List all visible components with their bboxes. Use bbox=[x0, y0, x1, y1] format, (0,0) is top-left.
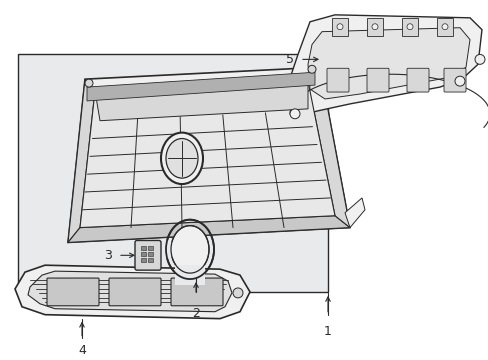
FancyBboxPatch shape bbox=[109, 278, 161, 306]
Ellipse shape bbox=[454, 76, 464, 86]
Ellipse shape bbox=[371, 24, 377, 30]
Polygon shape bbox=[28, 271, 231, 312]
Bar bbox=[147, 246, 152, 250]
Ellipse shape bbox=[307, 65, 315, 73]
Ellipse shape bbox=[336, 24, 342, 30]
Bar bbox=[366, 18, 382, 36]
Polygon shape bbox=[95, 81, 307, 121]
Text: 1: 1 bbox=[324, 325, 331, 338]
Bar bbox=[147, 252, 152, 256]
FancyBboxPatch shape bbox=[406, 68, 428, 92]
Ellipse shape bbox=[441, 24, 447, 30]
FancyBboxPatch shape bbox=[47, 278, 99, 306]
Polygon shape bbox=[68, 79, 95, 242]
Polygon shape bbox=[345, 198, 364, 228]
FancyBboxPatch shape bbox=[135, 240, 161, 270]
Ellipse shape bbox=[85, 79, 93, 87]
Ellipse shape bbox=[232, 288, 243, 298]
Bar bbox=[18, 54, 327, 292]
Ellipse shape bbox=[406, 24, 412, 30]
Ellipse shape bbox=[474, 54, 484, 64]
Bar bbox=[401, 18, 417, 36]
Bar bbox=[140, 252, 145, 256]
Polygon shape bbox=[15, 265, 249, 319]
Text: 5: 5 bbox=[285, 53, 293, 66]
FancyBboxPatch shape bbox=[326, 68, 348, 92]
Polygon shape bbox=[307, 28, 469, 99]
Bar bbox=[331, 18, 347, 36]
Text: 2: 2 bbox=[192, 307, 200, 320]
FancyBboxPatch shape bbox=[171, 278, 223, 306]
Text: 4: 4 bbox=[78, 345, 86, 357]
Polygon shape bbox=[68, 67, 349, 242]
Text: 3: 3 bbox=[104, 249, 112, 262]
FancyBboxPatch shape bbox=[443, 68, 465, 92]
Ellipse shape bbox=[289, 109, 299, 119]
Bar bbox=[436, 18, 452, 36]
Bar bbox=[147, 258, 152, 262]
Ellipse shape bbox=[171, 226, 208, 273]
FancyBboxPatch shape bbox=[366, 68, 388, 92]
Bar bbox=[140, 258, 145, 262]
Polygon shape bbox=[68, 216, 349, 242]
Polygon shape bbox=[87, 72, 314, 101]
Bar bbox=[140, 246, 145, 250]
Polygon shape bbox=[80, 81, 334, 228]
Polygon shape bbox=[307, 67, 349, 228]
Polygon shape bbox=[285, 15, 481, 117]
Ellipse shape bbox=[165, 139, 198, 178]
Ellipse shape bbox=[161, 132, 203, 184]
Bar bbox=[175, 265, 204, 285]
